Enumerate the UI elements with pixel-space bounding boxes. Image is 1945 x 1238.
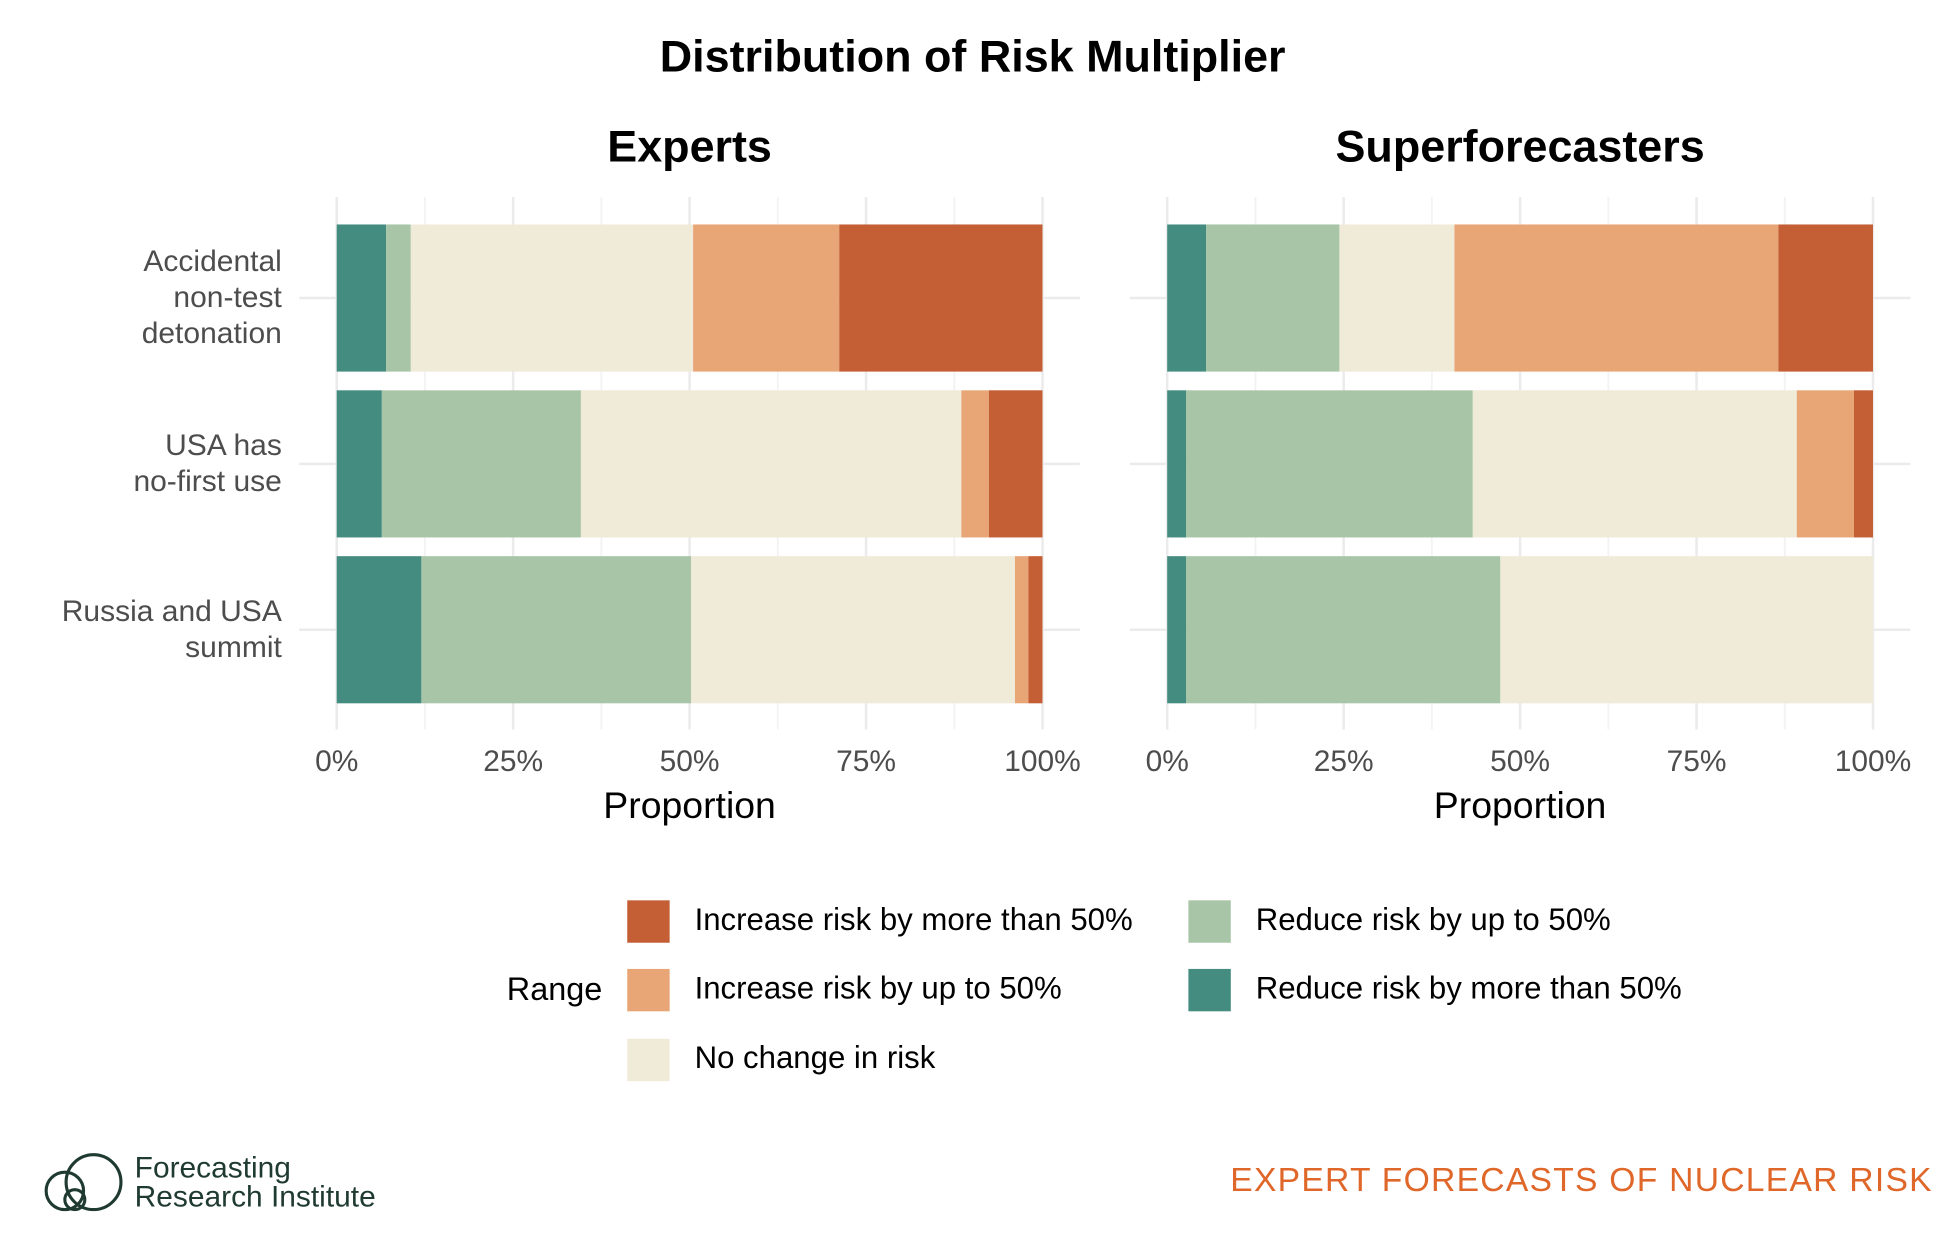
bar-segment [1472, 390, 1797, 538]
x-tick-label: 0% [315, 745, 358, 778]
x-axis-label: Proportion [1434, 784, 1607, 826]
bar-segment [1206, 224, 1340, 372]
tagline: EXPERT FORECASTS OF NUCLEAR RISK [1230, 1162, 1933, 1199]
x-axis-label: Proportion [603, 784, 776, 826]
y-tick-label: Accidental non-test detonation [141, 245, 282, 351]
bar-segment [691, 556, 1015, 704]
legend-swatch [627, 900, 670, 943]
bar-segment [336, 556, 422, 704]
legend-swatch [627, 968, 670, 1012]
bar-segment [336, 224, 387, 372]
chart-title: Distribution of Risk Multiplier [660, 31, 1286, 82]
logo-text: Forecasting [135, 1152, 291, 1185]
bar-segment [1796, 390, 1854, 538]
bar-segment [1167, 556, 1187, 704]
bar-segment [1853, 390, 1873, 538]
bar-segment [381, 390, 581, 538]
x-tick-label: 100% [1835, 745, 1912, 778]
bar-segment [988, 390, 1043, 538]
x-tick-label: 50% [660, 745, 720, 778]
bar-segment [1186, 390, 1473, 538]
legend-label: Reduce risk by up to 50% [1256, 902, 1611, 937]
legend-label: Increase risk by up to 50% [695, 970, 1062, 1005]
x-tick-label: 75% [1667, 745, 1727, 778]
bar-segment [839, 224, 1043, 372]
x-tick-label: 75% [836, 745, 896, 778]
bar-segment [1339, 224, 1455, 372]
x-tick-label: 100% [1004, 745, 1081, 778]
bar-segment [1186, 556, 1501, 704]
bar-segment [1500, 556, 1873, 704]
bar-segment [1778, 224, 1873, 372]
y-tick-label: Russia and USA summit [61, 594, 282, 664]
x-tick-label: 50% [1490, 745, 1550, 778]
x-tick-label: 25% [1314, 745, 1374, 778]
bar-segment [1167, 390, 1187, 538]
legend-swatch [1188, 900, 1231, 943]
bar-segment [386, 224, 411, 372]
panel-title: Experts [607, 120, 772, 171]
bar-segment [421, 556, 692, 704]
legend-label: Reduce risk by more than 50% [1256, 970, 1682, 1005]
bar-segment [693, 224, 840, 372]
bar-segment [336, 390, 382, 538]
legend-label: Increase risk by more than 50% [695, 902, 1133, 937]
x-tick-label: 0% [1146, 745, 1189, 778]
bar-segment [1454, 224, 1779, 372]
bar-segment [1014, 556, 1029, 704]
bar-segment [580, 390, 962, 538]
bar-segment [1028, 556, 1043, 704]
legend-label: No change in risk [695, 1040, 936, 1075]
panel-title: Superforecasters [1336, 120, 1705, 171]
bar-segment [961, 390, 989, 538]
logo-text: Research Institute [135, 1180, 376, 1213]
bar-segment [1167, 224, 1207, 372]
logo-mark [44, 1153, 123, 1212]
bar-segment [410, 224, 694, 372]
y-tick-label: USA has no-first use [133, 428, 282, 498]
legend-title: Range [507, 971, 602, 1007]
legend-swatch [627, 1038, 670, 1082]
legend-swatch [1188, 968, 1231, 1012]
x-tick-label: 25% [483, 745, 543, 778]
